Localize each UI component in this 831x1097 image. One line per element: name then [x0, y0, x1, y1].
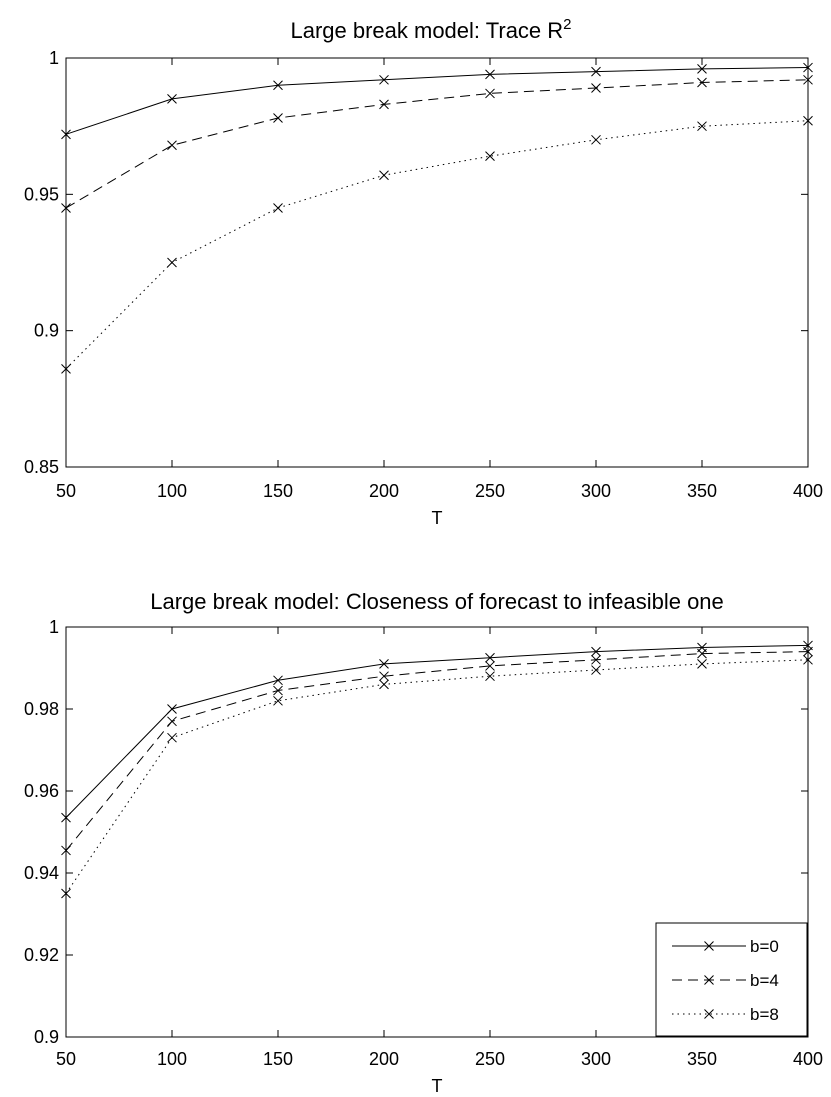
- data-point-b0: [379, 659, 389, 669]
- data-point-b8: [591, 134, 601, 145]
- data-point-b4: [591, 654, 601, 665]
- x-tick-label: 250: [475, 481, 505, 501]
- y-tick-label: 0.95: [24, 184, 59, 204]
- plot-frame: [65, 57, 809, 468]
- data-point-b0: [61, 812, 71, 823]
- x-axis-label: T: [432, 1076, 443, 1096]
- x-tick-label: 400: [793, 481, 823, 501]
- data-point-b8: [379, 679, 389, 690]
- data-point-b8: [591, 665, 601, 675]
- x-tick-label: 50: [56, 1049, 76, 1069]
- data-point-b0: [273, 80, 283, 91]
- data-point-b0: [167, 94, 177, 104]
- data-point-b0: [485, 69, 495, 80]
- data-point-b4: [273, 685, 283, 696]
- series-line-b4: [65, 651, 809, 851]
- legend-swatch-marker: [704, 975, 714, 985]
- data-point-b4: [485, 661, 495, 671]
- legend-swatch-marker: [704, 1009, 714, 1019]
- data-point-b0: [697, 64, 707, 74]
- data-point-b0: [167, 704, 177, 714]
- series-line-b0: [65, 644, 809, 818]
- x-tick-label: 150: [263, 481, 293, 501]
- data-point-b8: [697, 659, 707, 669]
- x-tick-label: 250: [475, 1049, 505, 1069]
- data-point-b0: [273, 675, 283, 686]
- chart-closeness: Large break model: Closeness of forecast…: [24, 589, 823, 1096]
- x-tick-label: 100: [157, 1049, 187, 1069]
- data-point-b4: [803, 74, 813, 85]
- x-tick-label: 300: [581, 1049, 611, 1069]
- series-line-b8: [65, 659, 809, 894]
- data-point-b4: [167, 716, 177, 727]
- data-point-b8: [485, 671, 495, 682]
- y-tick-label: 0.96: [24, 781, 59, 801]
- y-tick-label: 0.92: [24, 945, 59, 965]
- chart-title: Large break model: Closeness of forecast…: [150, 589, 724, 614]
- legend-label: b=4: [750, 971, 779, 990]
- data-point-b8: [485, 151, 495, 162]
- legend-swatch-marker: [704, 941, 714, 951]
- chart-title-main: Large break model: Trace R: [290, 18, 563, 43]
- y-tick-label: 1: [49, 48, 59, 68]
- y-tick-label: 0.9: [34, 1027, 59, 1047]
- x-tick-label: 350: [687, 481, 717, 501]
- data-point-b8: [167, 732, 177, 743]
- y-tick-label: 0.85: [24, 457, 59, 477]
- data-point-b8: [803, 654, 813, 665]
- data-point-b4: [273, 113, 283, 123]
- data-point-b4: [803, 646, 813, 657]
- x-tick-label: 100: [157, 481, 187, 501]
- data-point-b0: [803, 62, 813, 73]
- data-point-b4: [61, 203, 71, 213]
- y-tick-label: 0.9: [34, 321, 59, 341]
- data-point-b4: [485, 88, 495, 99]
- data-point-b0: [379, 74, 389, 85]
- series-line-b0: [65, 67, 809, 135]
- series-line-b8: [65, 120, 809, 370]
- data-point-b0: [485, 652, 495, 663]
- data-point-b8: [803, 115, 813, 126]
- x-tick-label: 400: [793, 1049, 823, 1069]
- data-point-b0: [61, 129, 71, 140]
- data-point-b4: [697, 77, 707, 88]
- data-point-b4: [379, 99, 389, 110]
- data-point-b8: [167, 257, 177, 268]
- data-point-b8: [61, 888, 71, 899]
- x-tick-label: 200: [369, 1049, 399, 1069]
- x-tick-label: 200: [369, 481, 399, 501]
- legend-label: b=0: [750, 937, 779, 956]
- series-line-b4: [65, 79, 809, 209]
- legend-label: b=8: [750, 1005, 779, 1024]
- x-tick-label: 150: [263, 1049, 293, 1069]
- data-point-b4: [61, 845, 71, 856]
- x-tick-label: 50: [56, 481, 76, 501]
- data-point-b8: [273, 203, 283, 213]
- data-point-b4: [167, 140, 177, 151]
- x-tick-label: 350: [687, 1049, 717, 1069]
- chart-title-superscript: 2: [563, 16, 571, 33]
- y-tick-label: 0.94: [24, 863, 59, 883]
- data-point-b0: [591, 66, 601, 77]
- data-point-b4: [591, 83, 601, 93]
- data-point-b8: [379, 170, 389, 181]
- x-tick-label: 300: [581, 481, 611, 501]
- chart-title: Large break model: Trace R2: [290, 16, 571, 43]
- legend: b=0 b=4 b=8: [655, 922, 808, 1037]
- plot-frame: [65, 626, 809, 1038]
- data-point-b8: [697, 121, 707, 132]
- data-point-b8: [61, 363, 71, 374]
- data-point-b4: [697, 648, 707, 659]
- data-point-b0: [591, 646, 601, 657]
- x-axis-label: T: [432, 508, 443, 528]
- y-tick-label: 0.98: [24, 699, 59, 719]
- y-tick-label: 1: [49, 617, 59, 637]
- data-point-b4: [379, 671, 389, 682]
- data-point-b8: [273, 695, 283, 706]
